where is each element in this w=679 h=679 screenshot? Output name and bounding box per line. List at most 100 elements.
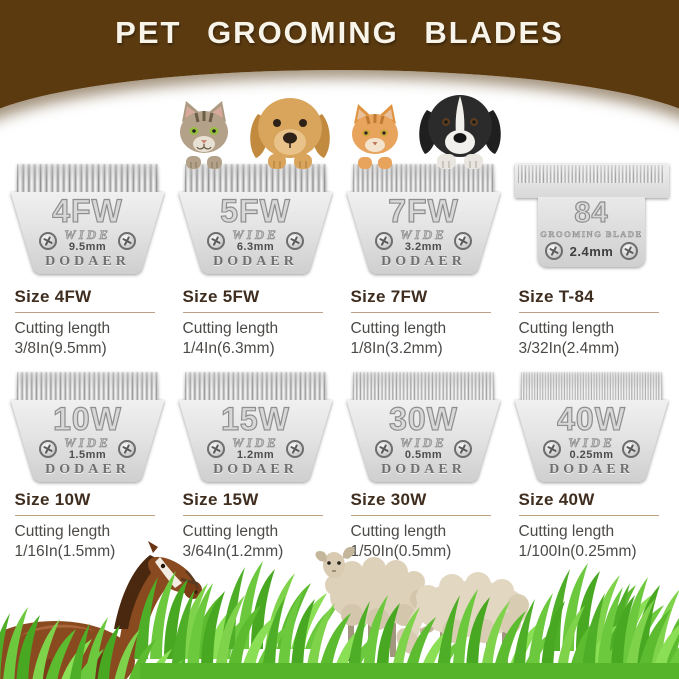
- wide-label: WIDE: [400, 435, 447, 450]
- blade-mm-value: 2.4mm: [569, 243, 614, 259]
- blade-model-engraving: 10W: [52, 401, 122, 437]
- cutting-length-value: 3/8In(9.5mm): [14, 340, 107, 358]
- blade-spec-5fw: Size 5FW Cutting length 1/4In(6.3mm): [179, 287, 333, 360]
- blade-body: 40W WIDE 0.25mm DODAER: [514, 400, 669, 482]
- tabby-cat-image: [179, 101, 228, 169]
- blade-row-1: 4FW WIDE 9.5mm DODAER 5FW: [0, 164, 679, 274]
- cutting-length-label: Cutting length: [14, 523, 111, 540]
- blade-spec-10w: Size 10W Cutting length 1/16In(1.5mm): [11, 490, 165, 563]
- blade-model-engraving: 5FW: [220, 193, 291, 229]
- blade-mm-value: 0.25mm: [569, 448, 614, 461]
- blade-teeth: [16, 164, 159, 193]
- size-heading: Size T-84: [518, 287, 594, 306]
- blade-model-engraving: 84: [574, 197, 609, 229]
- screw-icon: [453, 439, 472, 458]
- blade-model-engraving: 4FW: [52, 193, 123, 229]
- screw-icon: [207, 439, 226, 458]
- cutting-length-label: Cutting length: [182, 320, 279, 337]
- screw-icon: [39, 439, 58, 458]
- divider: [182, 312, 323, 313]
- blade-teeth: [517, 165, 666, 183]
- divider: [350, 515, 491, 516]
- blade-body: 5FW WIDE 6.3mm DODAER: [178, 192, 333, 274]
- blade-row-2: 10W WIDE 1.5mm DODAER 15W: [0, 372, 679, 482]
- divider: [14, 312, 155, 313]
- cutting-length-value: 1/8In(3.2mm): [350, 340, 443, 358]
- screw-icon: [285, 439, 304, 458]
- divider: [518, 312, 659, 313]
- blade-mm-value: 3.2mm: [404, 240, 443, 253]
- cutting-length-label: Cutting length: [518, 523, 615, 540]
- brand-engraving: DODAER: [45, 254, 130, 270]
- screw-icon: [117, 231, 136, 250]
- blade-spec-t84: Size T-84 Cutting length 3/32In(2.4mm): [515, 287, 669, 360]
- wide-label: WIDE: [568, 435, 615, 450]
- cutting-length-value: 1/4In(6.3mm): [182, 340, 275, 358]
- blade-mm-value: 1.2mm: [236, 448, 275, 461]
- cutting-length-label: Cutting length: [182, 523, 279, 540]
- blade-spec-15w: Size 15W Cutting length 3/64In(1.2mm): [179, 490, 333, 563]
- screw-icon: [621, 439, 640, 458]
- size-heading: Size 40W: [518, 490, 595, 509]
- blade-spec-4fw: Size 4FW Cutting length 3/8In(9.5mm): [11, 287, 165, 360]
- orange-cat-image: [351, 104, 398, 169]
- blade-5fw: 5FW WIDE 6.3mm DODAER: [178, 164, 333, 274]
- blade-40w: 40W WIDE 0.25mm DODAER: [514, 372, 669, 482]
- screw-icon: [620, 242, 639, 260]
- screw-icon: [453, 231, 472, 250]
- wide-label: WIDE: [232, 227, 279, 242]
- divider: [182, 515, 323, 516]
- size-heading: Size 10W: [14, 490, 91, 509]
- blade-spec-7fw: Size 7FW Cutting length 1/8In(3.2mm): [347, 287, 501, 360]
- size-heading: Size 30W: [350, 490, 427, 509]
- brand-engraving: DODAER: [381, 254, 466, 270]
- divider: [350, 312, 491, 313]
- wide-label: WIDE: [64, 227, 111, 242]
- sheep-standing-image: [315, 546, 430, 667]
- screw-icon: [117, 439, 136, 458]
- blade-body: 15W WIDE 1.2mm DODAER: [178, 400, 333, 482]
- size-heading: Size 7FW: [350, 287, 428, 306]
- grooming-blade-label: GROOMING BLADE: [540, 229, 643, 240]
- blade-30w: 30W WIDE 0.5mm DODAER: [346, 372, 501, 482]
- blade-teeth: [184, 372, 327, 401]
- size-heading: Size 15W: [182, 490, 259, 509]
- wide-label: WIDE: [400, 227, 447, 242]
- farm-animals-scene: [0, 541, 679, 679]
- brand-engraving: DODAER: [549, 462, 634, 478]
- blade-spec-40w: Size 40W Cutting length 1/100In(0.25mm): [515, 490, 669, 563]
- blade-model-engraving: 30W: [388, 401, 458, 437]
- blade-teeth: [520, 372, 663, 401]
- blade-body: 10W WIDE 1.5mm DODAER: [10, 400, 165, 482]
- cutting-length-label: Cutting length: [350, 320, 447, 337]
- wide-label: WIDE: [64, 435, 111, 450]
- label-row-2: Size 10W Cutting length 1/16In(1.5mm) Si…: [0, 490, 679, 563]
- cutting-length-value: 1/100In(0.25mm): [518, 543, 637, 561]
- black-white-dog-image: [418, 95, 501, 169]
- blade-7fw: 7FW WIDE 3.2mm DODAER: [346, 164, 501, 274]
- blade-10w: 10W WIDE 1.5mm DODAER: [10, 372, 165, 482]
- size-heading: Size 5FW: [182, 287, 260, 306]
- blade-body: 7FW WIDE 3.2mm DODAER: [346, 192, 501, 274]
- brand-engraving: DODAER: [45, 462, 130, 478]
- cutting-length-value: 3/32In(2.4mm): [518, 340, 620, 358]
- brand-engraving: DODAER: [213, 462, 298, 478]
- divider: [518, 515, 659, 516]
- blade-body: 4FW WIDE 9.5mm DODAER: [10, 192, 165, 274]
- blade-body: 30W WIDE 0.5mm DODAER: [346, 400, 501, 482]
- blade-spec-30w: Size 30W Cutting length 1/50In(0.5mm): [347, 490, 501, 563]
- blade-15w: 15W WIDE 1.2mm DODAER: [178, 372, 333, 482]
- blade-4fw: 4FW WIDE 9.5mm DODAER: [10, 164, 165, 274]
- cutting-length-value: 1/50In(0.5mm): [350, 543, 452, 561]
- screw-icon: [543, 439, 562, 458]
- cutting-length-label: Cutting length: [518, 320, 615, 337]
- blade-mm-value: 1.5mm: [68, 448, 107, 461]
- screw-icon: [375, 439, 394, 458]
- size-heading: Size 4FW: [14, 287, 92, 306]
- cutting-length-label: Cutting length: [14, 320, 111, 337]
- blade-model-engraving: 7FW: [388, 193, 459, 229]
- wide-label: WIDE: [232, 435, 279, 450]
- label-row-1: Size 4FW Cutting length 3/8In(9.5mm) Siz…: [0, 287, 679, 360]
- blade-teeth: [352, 372, 495, 401]
- peeking-animals-row: [0, 88, 679, 170]
